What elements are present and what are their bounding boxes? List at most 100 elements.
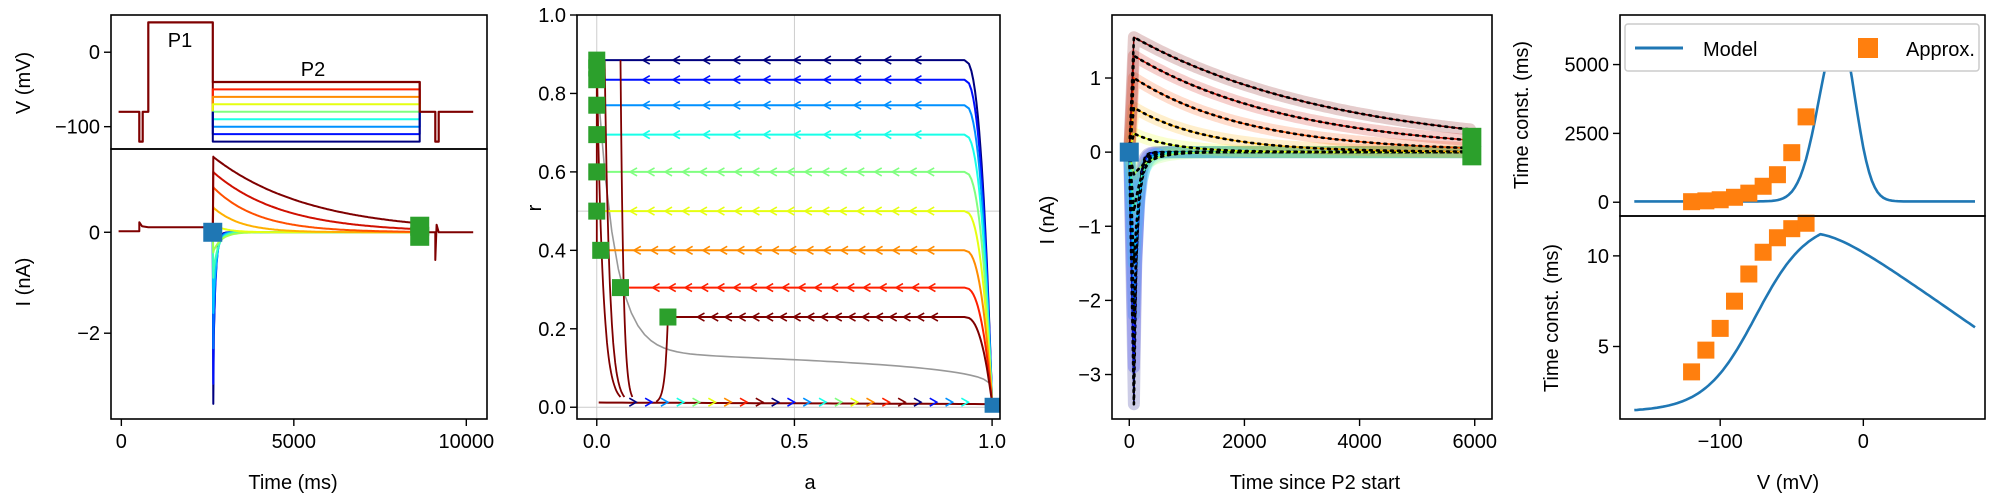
phase-level-arrow — [813, 282, 823, 293]
phase-level-arrow — [701, 245, 711, 256]
p2-step-trace — [211, 111, 421, 121]
phase-bottom-arrow — [660, 397, 670, 407]
phase-ylabel: r — [524, 204, 546, 211]
tail-ylabel: I (nA) — [1037, 196, 1059, 245]
phase-level-trajectory — [600, 249, 994, 404]
phase-nullcline — [597, 99, 991, 385]
tail-band — [1123, 146, 1477, 218]
phase-level-arrow — [641, 129, 651, 140]
phase-level-arrow — [641, 100, 651, 110]
tau-slow-approx-marker — [1683, 193, 1701, 211]
phase-level-arrow — [680, 206, 690, 216]
tau-fast-approx-marker — [1697, 341, 1715, 359]
tau-fast-xlabel: V (mV) — [1757, 472, 1819, 494]
phase-ytick-label: 0.6 — [538, 162, 566, 184]
tau-fast-approx-marker — [1740, 265, 1758, 283]
phase-level-arrow — [882, 129, 892, 140]
phase-bottom-arrow — [929, 397, 939, 407]
phase-level-arrow — [778, 312, 788, 322]
phase-level-arrow — [912, 100, 922, 110]
phase-descent — [595, 60, 622, 398]
phase-descent — [619, 60, 634, 398]
current-frame — [110, 148, 488, 420]
tau-fast-approx-marker — [1754, 243, 1772, 261]
tail-xtick-label: 6000 — [1452, 431, 1497, 453]
tau-fast-approx-marker — [1783, 220, 1801, 238]
phase-level-arrow — [874, 312, 884, 322]
phase-level-arrow — [698, 167, 708, 177]
phase-level-arrow — [803, 167, 813, 177]
phase-bottom-arrow — [628, 397, 638, 407]
current-trace — [211, 231, 421, 350]
phase-level-arrow — [829, 282, 839, 293]
phase-level-arrow — [791, 312, 801, 322]
phase-bottom-arrow — [707, 397, 717, 407]
legend-box — [1624, 23, 1980, 72]
phase-descent — [655, 316, 669, 403]
phase-level-arrow — [803, 206, 813, 216]
phase-level-arrow — [731, 129, 741, 140]
tail-xtick-label: 4000 — [1337, 431, 1382, 453]
phase-level-arrow — [731, 75, 741, 85]
protocol-label-p2: P2 — [301, 59, 325, 81]
phase-level-arrow — [910, 282, 920, 293]
phase-level-arrow — [701, 55, 711, 65]
phase-level-arrow — [925, 206, 935, 216]
phase-level-arrow — [733, 167, 743, 177]
phase-level-arrow — [628, 206, 638, 216]
phase-level-arrow — [645, 167, 655, 177]
tail-xtick-label: 0 — [1124, 431, 1135, 453]
tau-slow-ytick-label: 2500 — [1565, 123, 1610, 145]
phase-bottom-arrow — [960, 397, 970, 407]
tau-slow-approx-marker — [1783, 144, 1801, 162]
tau-slow-ylabel: Time const. (ms) — [1511, 41, 1533, 189]
phase-level-arrow — [680, 167, 690, 177]
phase-level-arrow — [663, 167, 673, 177]
phase-level-arrow — [822, 129, 832, 140]
phase-xlabel: a — [804, 472, 816, 494]
tail-fit-dotted — [1128, 150, 1472, 265]
current-ytick-label: 0 — [89, 222, 100, 244]
phase-level-arrow — [796, 282, 806, 293]
phase-level-trajectory — [596, 170, 994, 404]
phase-level-arrow — [701, 100, 711, 110]
tau-slow-approx-marker — [1768, 166, 1786, 184]
phase-start-marker — [588, 96, 606, 114]
phase-ytick-label: 1.0 — [538, 5, 566, 27]
tail-band — [1123, 146, 1477, 411]
tau-fast-frame — [1619, 215, 1986, 420]
tail-fit-dotted — [1128, 54, 1472, 154]
phase-level-trajectory — [596, 104, 994, 404]
phase-level-arrow — [855, 167, 865, 177]
phase-descent — [603, 60, 626, 398]
phase-level-arrow — [753, 245, 763, 256]
phase-level-arrow — [735, 245, 745, 256]
phase-level-arrow — [852, 75, 862, 85]
phase-level-arrow — [912, 55, 922, 65]
phase-level-arrow — [628, 167, 638, 177]
tail-fit-dotted — [1128, 76, 1472, 154]
phase-level-arrow — [925, 167, 935, 177]
current-xtick-label: 10000 — [438, 431, 494, 453]
tau-fast-xtick-label: −100 — [1698, 431, 1743, 453]
current-panel: I (nA) Time (ms) 0 −2 0 5000 10000 — [13, 148, 494, 494]
tail-trace — [1128, 151, 1471, 316]
current-trace — [211, 170, 421, 233]
phase-start-marker — [588, 59, 606, 77]
phase-bottom-arrow — [771, 397, 781, 407]
phase-level-arrow — [792, 129, 802, 140]
tau-slow-panel: Time const. (ms) 0 2500 5000 — [1511, 14, 1986, 217]
phase-level-arrow — [671, 100, 681, 110]
tail-band — [1123, 146, 1477, 270]
phase-level-arrow — [873, 206, 883, 216]
phase-level-arrow — [929, 312, 939, 322]
phase-level-arrow — [792, 55, 802, 65]
current-trace — [211, 231, 421, 385]
phase-level-arrow — [750, 167, 760, 177]
tau-fast-ylabel: Time const. (ms) — [1541, 244, 1563, 392]
phase-level-arrow — [805, 312, 815, 322]
phase-level-arrow — [822, 75, 832, 85]
phase-level-arrow — [873, 167, 883, 177]
tail-xtick-label: 2000 — [1222, 431, 1267, 453]
